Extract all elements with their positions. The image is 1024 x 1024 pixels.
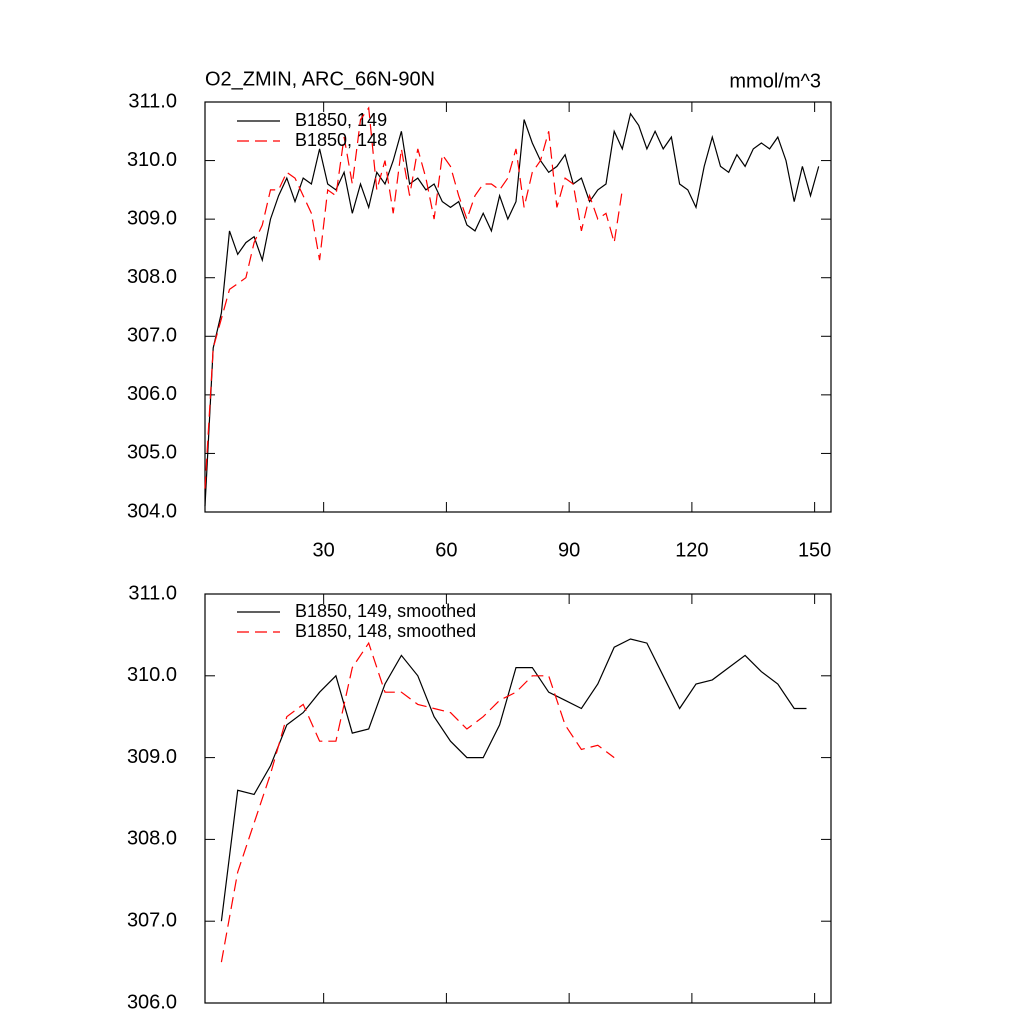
x-tick-label: 30 [313, 539, 335, 561]
y-tick-label: 308.0 [127, 266, 177, 288]
series-line [204, 112, 820, 507]
x-tick-label: 120 [675, 539, 708, 561]
x-tick-label: 90 [558, 539, 580, 561]
y-tick-label: 305.0 [127, 442, 177, 464]
y-tick-label: 309.0 [127, 207, 177, 229]
x-tick-label: 150 [798, 539, 831, 561]
y-tick-label: 307.0 [127, 909, 177, 931]
series-line [220, 641, 615, 963]
y-tick-label: 310.0 [127, 149, 177, 171]
legend-label: B1850, 149, smoothed [295, 601, 476, 621]
units-label: mmol/m^3 [729, 70, 821, 92]
x-tick-label: 60 [435, 539, 457, 561]
chart-title: O2_ZMIN, ARC_66N-90N [205, 68, 435, 90]
legend-label: B1850, 149 [295, 110, 387, 130]
y-tick-label: 306.0 [127, 991, 177, 1013]
legend-label: B1850, 148 [295, 130, 387, 150]
y-tick-label: 309.0 [127, 746, 177, 768]
legend-label: B1850, 148, smoothed [295, 621, 476, 641]
y-tick-label: 306.0 [127, 383, 177, 405]
y-tick-label: 310.0 [127, 664, 177, 686]
y-tick-label: 311.0 [128, 90, 177, 112]
plot-frame [204, 101, 832, 513]
y-tick-label: 307.0 [127, 325, 177, 347]
y-tick-label: 311.0 [128, 582, 177, 604]
y-tick-label: 304.0 [127, 500, 177, 522]
series-line [204, 106, 623, 489]
series-line [220, 638, 807, 922]
y-tick-label: 308.0 [127, 828, 177, 850]
plot-frame [204, 593, 832, 1004]
